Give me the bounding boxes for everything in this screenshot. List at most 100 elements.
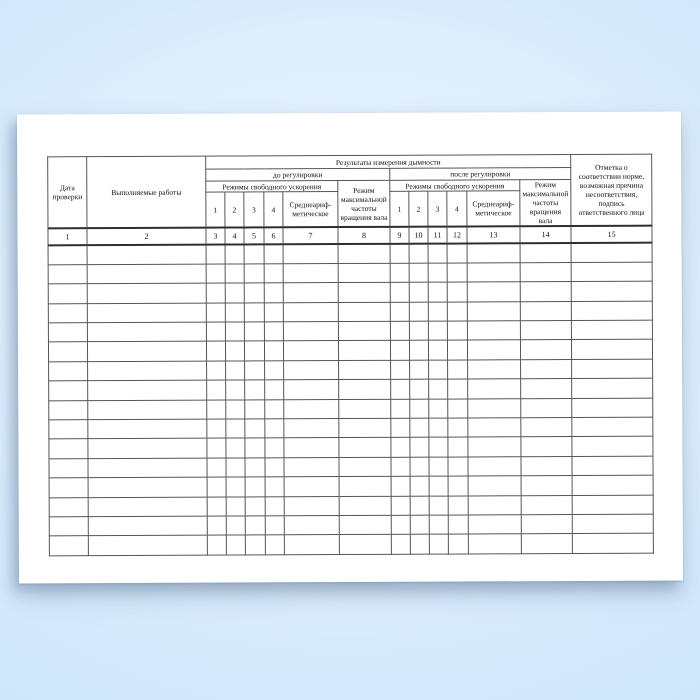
empty-cell [572,533,654,554]
empty-cell [48,245,88,265]
empty-cell [88,535,208,556]
empty-cell [226,477,246,497]
empty-cell [338,340,391,361]
empty-cell [87,283,207,304]
table-row [48,262,653,285]
empty-cell [447,262,468,283]
empty-cell [206,283,226,303]
empty-cell [520,262,572,283]
empty-cell [468,475,522,496]
empty-cell [88,477,208,498]
header-works-col: Выполняемые работы [86,156,206,229]
empty-cell [390,457,411,477]
col-number: 3 [205,227,226,245]
header-mode-3-before: 3 [243,191,264,228]
empty-cell [409,301,429,322]
empty-cell [48,380,88,401]
empty-cell [283,437,339,458]
header-mode-1-before: 1 [205,192,225,228]
col-number: 9 [389,226,410,244]
col-number: 15 [571,225,653,244]
empty-cell [48,303,88,323]
header-average-before: Среднеариф-метическое [282,191,338,228]
empty-cell [448,534,469,554]
table-row [48,339,653,362]
table-header: Дата проверки Выполняемые работы Результ… [47,154,653,246]
empty-cell [244,341,265,361]
empty-cell [572,436,654,457]
empty-cell [225,399,245,420]
table-row [48,417,654,440]
empty-cell [409,243,429,264]
empty-cell [49,536,89,556]
empty-cell [521,533,573,554]
empty-cell [206,438,226,458]
empty-cell [339,515,392,535]
empty-cell [87,322,207,343]
empty-cell [283,399,339,419]
empty-cell [391,534,411,555]
empty-cell [338,282,391,303]
empty-cell [447,301,468,322]
empty-cell [571,300,653,321]
empty-cell [88,496,208,517]
empty-cell [390,379,410,399]
empty-cell [87,302,207,323]
empty-cell [48,419,88,440]
header-max-shaft-after: Режим максимальной частоты вращения вала [519,179,572,227]
empty-cell [428,359,448,380]
empty-cell [520,378,572,399]
empty-cell [264,321,284,342]
empty-cell [245,477,266,497]
empty-cell [410,515,430,535]
empty-cell [225,244,245,264]
col-number: 2 [86,227,207,246]
header-free-accel-after: Режимы свободного ускорения [389,179,520,192]
empty-cell [283,418,339,439]
empty-cell [244,360,265,381]
empty-cell [244,380,265,400]
empty-cell [48,458,89,479]
empty-cell [571,262,653,282]
empty-cell [428,456,449,477]
empty-cell [447,456,469,477]
empty-cell [283,302,339,322]
empty-cell [206,457,227,478]
empty-cell [338,379,391,400]
empty-cell [409,360,429,380]
col-number: 1 [47,228,88,246]
empty-cell [87,264,207,284]
empty-cell [467,359,521,380]
empty-cell [206,322,226,342]
empty-cell [87,457,208,478]
empty-cell [428,340,448,361]
empty-cell [265,476,285,497]
empty-cell [429,495,449,516]
empty-cell [428,398,448,419]
table-row [48,436,654,459]
empty-cell [264,418,284,439]
empty-cell [226,515,246,536]
empty-cell [284,476,340,497]
empty-cell [467,282,521,302]
table-row [49,533,654,556]
table-row [48,320,653,343]
empty-cell [207,477,227,497]
col-number: 5 [243,227,265,245]
empty-cell [520,243,572,263]
empty-cell [338,418,391,438]
empty-cell [87,419,207,440]
header-mode-1-after: 1 [389,191,409,227]
empty-cell [447,359,468,380]
empty-cell [572,475,654,496]
empty-cell [467,301,521,322]
empty-cell [226,535,246,555]
empty-cell [225,418,245,439]
empty-cell [468,514,522,535]
empty-cell [428,418,448,438]
col-number: 13 [466,226,521,244]
empty-cell [264,341,284,361]
empty-cell [48,361,88,382]
empty-cell [264,263,284,284]
empty-cell [391,476,411,496]
